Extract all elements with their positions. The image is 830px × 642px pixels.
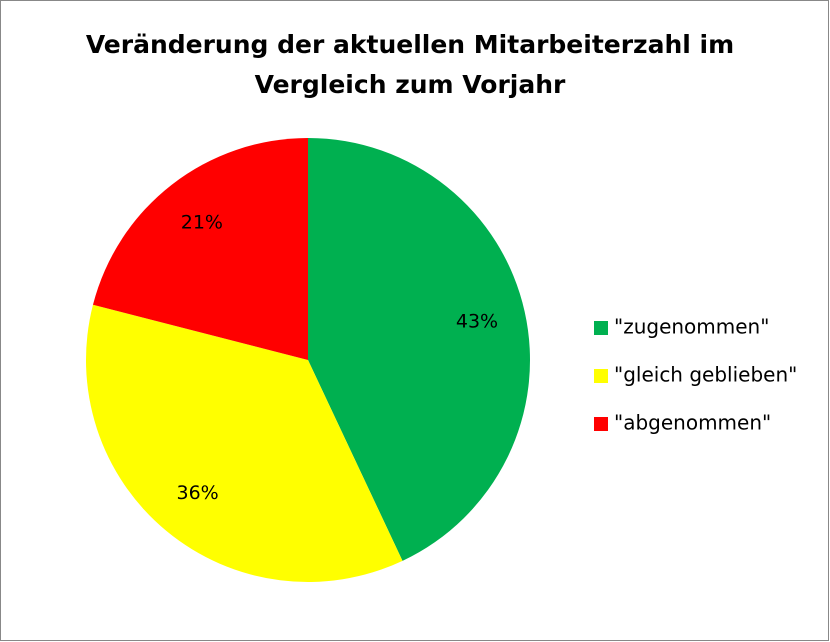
legend-label: "gleich geblieben" bbox=[614, 363, 797, 387]
pie-slice bbox=[308, 138, 530, 561]
legend-label: "abgenommen" bbox=[614, 411, 771, 435]
chart-title: Veränderung der aktuellen Mitarbeiterzah… bbox=[86, 30, 734, 59]
data-label: 21% bbox=[181, 212, 223, 234]
legend-label: "zugenommen" bbox=[614, 315, 769, 339]
legend-swatch bbox=[594, 369, 608, 383]
data-label: 43% bbox=[456, 311, 498, 333]
legend-swatch bbox=[594, 321, 608, 335]
legend-swatch bbox=[594, 417, 608, 431]
pie-slice bbox=[92, 138, 308, 360]
pie-slice bbox=[86, 304, 403, 582]
data-label: 36% bbox=[177, 482, 219, 504]
chart-title: Vergleich zum Vorjahr bbox=[255, 70, 566, 99]
